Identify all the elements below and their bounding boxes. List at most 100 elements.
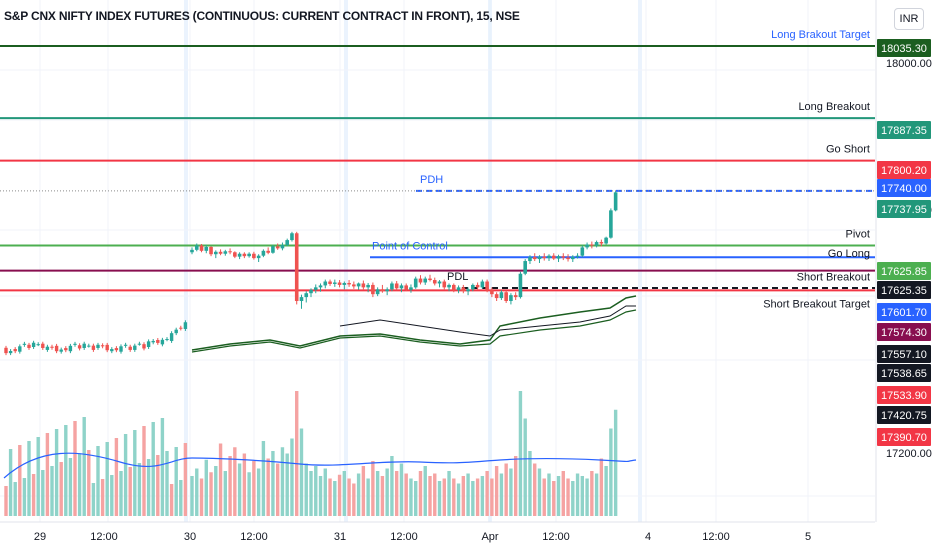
volume-bar bbox=[456, 483, 461, 516]
candle-body bbox=[50, 346, 54, 348]
volume-bar bbox=[91, 483, 96, 516]
volume-bar bbox=[96, 446, 100, 516]
price-tag-label: 17557.10 bbox=[881, 349, 927, 361]
candle-body bbox=[347, 282, 351, 285]
candle-body bbox=[223, 251, 228, 254]
volume-bar bbox=[100, 479, 105, 516]
volume-bar bbox=[309, 471, 313, 516]
candle-body bbox=[461, 287, 466, 292]
candle-body bbox=[299, 297, 304, 302]
time-tick-label: 12:00 bbox=[542, 531, 570, 543]
volume-bar bbox=[418, 471, 423, 516]
candle-body bbox=[165, 339, 169, 341]
candle-body bbox=[280, 244, 285, 249]
volume-bar bbox=[261, 441, 266, 516]
candle-body bbox=[179, 327, 183, 329]
candle-body bbox=[413, 278, 418, 288]
candle-body bbox=[418, 278, 423, 283]
level-label: Short Breakout Target bbox=[763, 298, 870, 310]
candle-body bbox=[190, 249, 194, 253]
candle-body bbox=[494, 294, 499, 299]
candle-body bbox=[41, 343, 45, 348]
volume-bar bbox=[214, 466, 218, 516]
volume-bar bbox=[22, 478, 27, 516]
volume-bar bbox=[295, 391, 299, 516]
candle-body bbox=[475, 284, 480, 288]
candle-body bbox=[551, 255, 556, 259]
time-tick-label: 30 bbox=[184, 531, 196, 543]
volume-bar bbox=[128, 467, 132, 516]
volume-bar bbox=[237, 463, 242, 516]
candle-body bbox=[337, 282, 342, 285]
candle-body bbox=[137, 343, 142, 345]
volume-bar bbox=[333, 481, 337, 516]
candle-body bbox=[174, 329, 178, 334]
candle-body bbox=[100, 345, 105, 347]
price-tag-label: 17538.65 bbox=[881, 368, 927, 380]
candle-body bbox=[542, 256, 547, 259]
volume-bar bbox=[371, 461, 375, 516]
volume-bar bbox=[509, 468, 513, 516]
candle-body bbox=[528, 257, 532, 262]
volume-bar bbox=[271, 451, 275, 516]
volume-bar bbox=[575, 473, 580, 516]
candle-body bbox=[594, 242, 599, 246]
candle-body bbox=[609, 210, 613, 238]
volume-bar bbox=[304, 463, 308, 516]
volume-bar bbox=[356, 473, 361, 516]
volume-bar bbox=[174, 447, 178, 516]
volume-bar bbox=[179, 480, 183, 516]
candle-body bbox=[228, 251, 232, 253]
vwap-line bbox=[191, 295, 637, 351]
volume-bar bbox=[380, 476, 385, 516]
candle-body bbox=[561, 256, 566, 258]
chart-title: S&P CNX NIFTY INDEX FUTURES (CONTINUOUS:… bbox=[4, 9, 520, 23]
candle-body bbox=[146, 341, 151, 348]
price-tag bbox=[877, 345, 931, 363]
volume-bar bbox=[590, 471, 594, 516]
time-tick-label: 12:00 bbox=[702, 531, 730, 543]
volume-bar bbox=[604, 466, 608, 516]
candle-body bbox=[385, 289, 389, 292]
volume-bar bbox=[247, 472, 251, 516]
volume-bar bbox=[337, 474, 342, 516]
volume-bar bbox=[223, 471, 228, 516]
candle-body bbox=[590, 244, 594, 246]
volume-bar bbox=[361, 466, 366, 516]
volume-bar bbox=[4, 486, 8, 516]
candle-body bbox=[169, 333, 174, 341]
volume-bar bbox=[59, 462, 63, 516]
volume-bar bbox=[123, 434, 128, 516]
candle-body bbox=[513, 295, 518, 298]
volume-bar bbox=[556, 476, 561, 516]
price-tag bbox=[877, 428, 931, 446]
time-tick-label: 4 bbox=[645, 531, 651, 543]
volume-bar bbox=[169, 484, 174, 516]
volume-bar bbox=[461, 476, 466, 516]
candle-body bbox=[18, 346, 22, 352]
volume-bar bbox=[190, 476, 194, 516]
volume-bar bbox=[165, 451, 169, 516]
candle-body bbox=[466, 289, 470, 292]
volume-bar bbox=[31, 474, 36, 516]
volume-bar bbox=[533, 463, 537, 516]
candle-body bbox=[328, 281, 332, 284]
volume-bar bbox=[499, 473, 504, 516]
volume-bar bbox=[13, 482, 17, 516]
volume-bar bbox=[151, 422, 155, 516]
candle-body bbox=[59, 349, 63, 352]
candle-body bbox=[409, 287, 413, 290]
candle-body bbox=[119, 346, 123, 352]
price-tag-label: 17625.85 bbox=[881, 266, 927, 278]
candle-body bbox=[485, 281, 489, 291]
currency-button[interactable]: INR bbox=[894, 8, 924, 30]
candle-body bbox=[128, 346, 132, 350]
candle-body bbox=[91, 345, 96, 350]
candle-body bbox=[447, 284, 451, 288]
candle-body bbox=[285, 240, 289, 245]
volume-bar bbox=[580, 476, 585, 516]
candle-body bbox=[209, 246, 213, 255]
time-tick-label: 12:00 bbox=[390, 531, 418, 543]
volume-bar bbox=[480, 476, 485, 516]
